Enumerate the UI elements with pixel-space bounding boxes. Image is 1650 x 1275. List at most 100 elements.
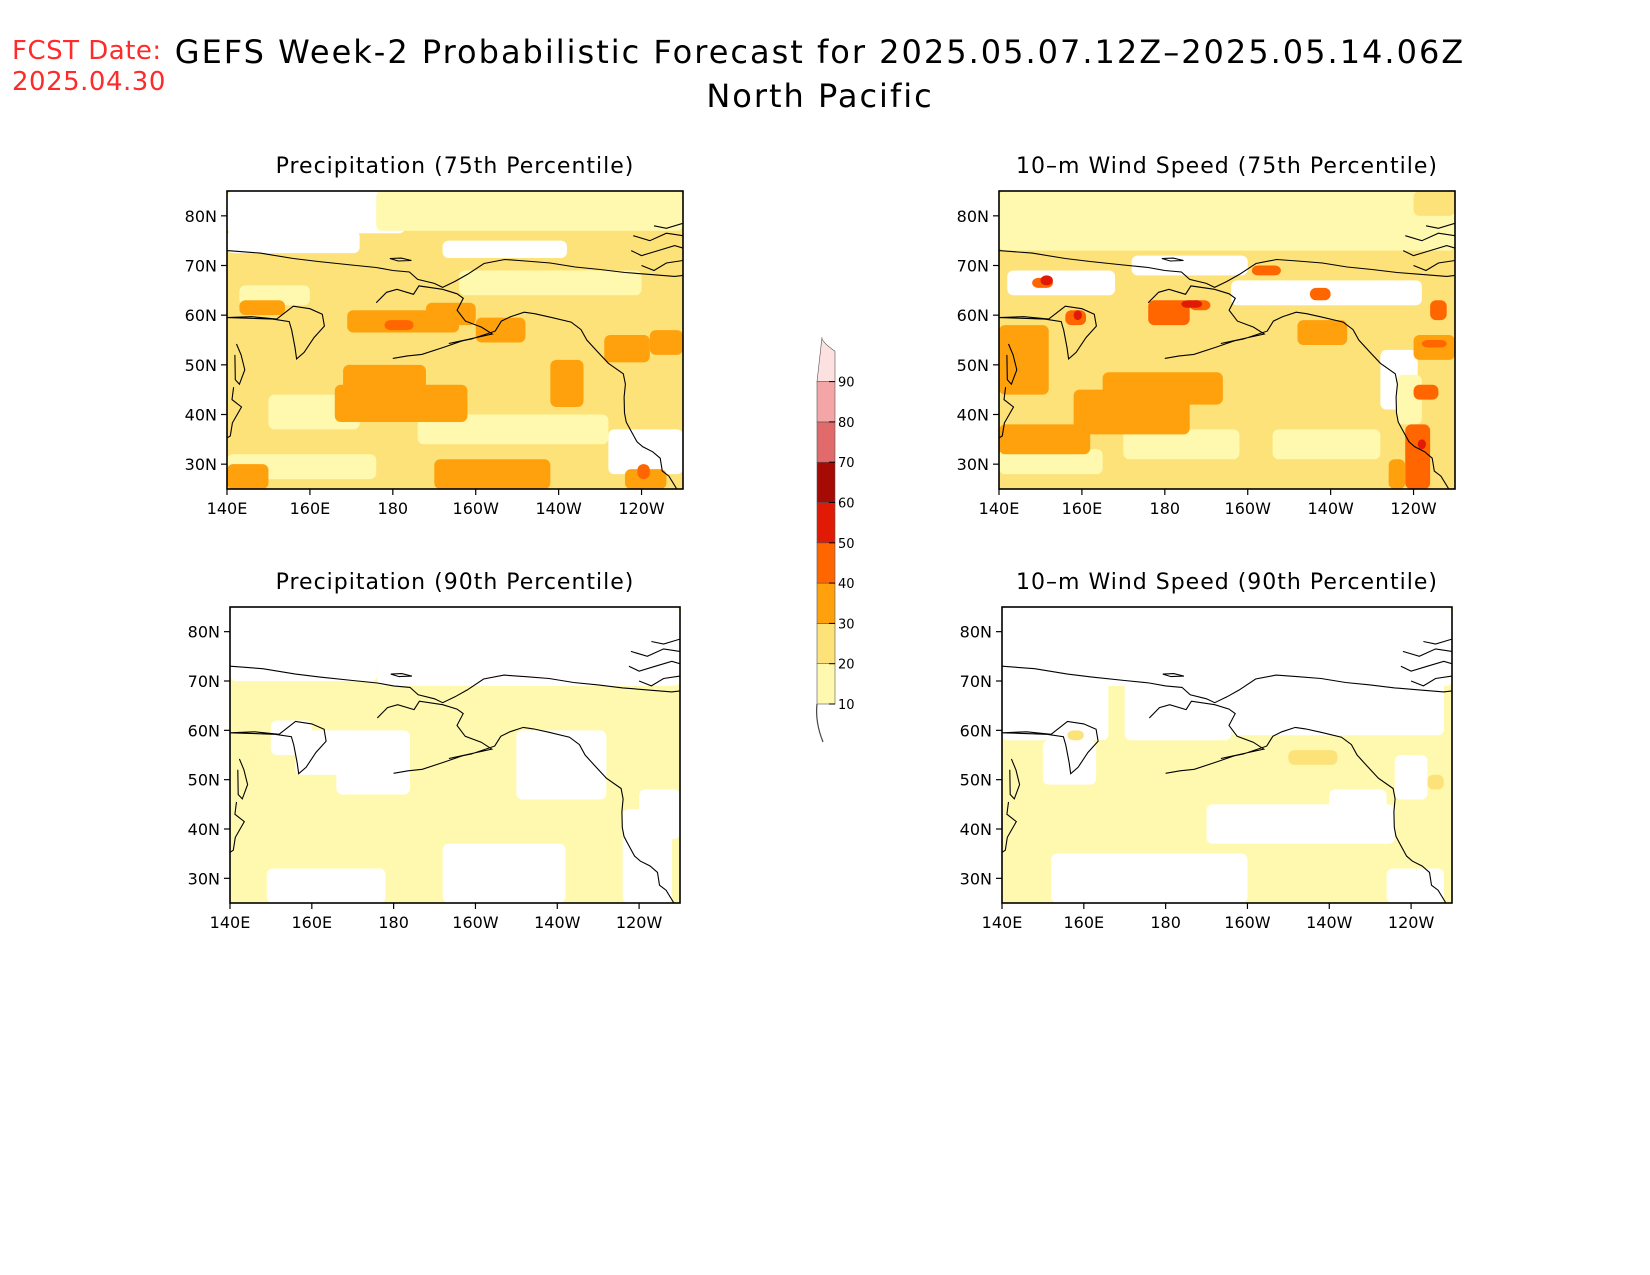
- colorbar-label: 30: [838, 617, 855, 632]
- field-patch: [550, 359, 584, 408]
- lon-label: 140W: [1306, 913, 1353, 932]
- field-patch: [1251, 265, 1281, 276]
- field-patch: [999, 325, 1049, 395]
- lat-label: 70N: [188, 672, 220, 691]
- coastline: [1402, 245, 1455, 257]
- coastline: [1425, 222, 1455, 229]
- lon-label: 140E: [979, 499, 1020, 518]
- lat-label: 30N: [960, 869, 992, 888]
- coastline: [630, 648, 680, 657]
- lon-label: 120W: [616, 913, 663, 932]
- coastline: [638, 675, 680, 687]
- field-patch: [1231, 681, 1444, 736]
- coastline: [651, 638, 680, 645]
- coastline: [390, 673, 413, 678]
- coastline: [376, 700, 675, 903]
- field-patch: [1051, 853, 1248, 903]
- field-patch: [999, 449, 1103, 475]
- lon-label: 180: [378, 913, 409, 932]
- field-patch: [1131, 255, 1248, 276]
- lon-label: 160W: [1225, 499, 1272, 518]
- field-patch: [1288, 750, 1338, 765]
- field-patch: [1396, 374, 1422, 425]
- lon-label: 180: [378, 499, 409, 518]
- field-patch: [1272, 429, 1381, 460]
- map-frame: [229, 606, 681, 904]
- lon-label: 120W: [618, 499, 665, 518]
- lat-label: 50N: [185, 356, 217, 375]
- panel-title: 10–m Wind Speed (75th Percentile): [1016, 154, 1438, 179]
- coastline: [1405, 232, 1455, 242]
- field-patch: [442, 240, 567, 259]
- field-patch: [227, 464, 269, 489]
- field-patch: [459, 270, 642, 296]
- field-patch: [230, 651, 378, 681]
- shaded-field: [999, 191, 1455, 489]
- lon-label: 160E: [1062, 499, 1103, 518]
- field-patch: [1329, 789, 1387, 834]
- map-panel-1: Precipitation (75th Percentile) 140E 160E 1…: [185, 154, 684, 518]
- panel-title: Precipitation (75th Percentile): [276, 154, 635, 179]
- field-patch: [1405, 424, 1431, 489]
- field-patch: [1073, 310, 1082, 321]
- field-patch: [1413, 191, 1455, 216]
- map-frame: [226, 190, 684, 490]
- colorbar-label: 10: [838, 698, 855, 713]
- colorbar-segment: [816, 663, 836, 705]
- colorbar-label: 90: [838, 376, 855, 391]
- field-patch: [1102, 372, 1223, 405]
- lon-label: 160W: [1224, 913, 1271, 932]
- lon-label: 180: [1150, 913, 1181, 932]
- colorbar-segment: [816, 542, 836, 584]
- map-frame: [1001, 606, 1453, 904]
- lon-label: 180: [1150, 499, 1181, 518]
- lon-label: 140W: [1307, 499, 1354, 518]
- coastline: [1002, 665, 1452, 704]
- colorbar-segment: [816, 421, 836, 463]
- field-patch: [1297, 320, 1348, 345]
- colorbar-label: 70: [838, 456, 855, 471]
- colorbar-label: 40: [838, 577, 855, 592]
- field-patch: [1430, 300, 1447, 321]
- coastline: [234, 343, 246, 386]
- lon-label: 160E: [291, 913, 332, 932]
- lat-label: 80N: [188, 623, 220, 642]
- field-patch: [475, 671, 640, 686]
- lat-label: 50N: [957, 356, 989, 375]
- lat-label: 50N: [188, 771, 220, 790]
- forecast-date-label: FCST Date:: [12, 36, 162, 66]
- lat-label: 50N: [960, 771, 992, 790]
- coastline: [1410, 675, 1452, 687]
- title-line-1: GEFS Week-2 Probabilistic Forecast for 2…: [174, 33, 1466, 71]
- field-patch: [442, 843, 566, 903]
- lon-label: 140W: [535, 499, 582, 518]
- field-patch: [1002, 607, 1452, 686]
- field-patch: [1181, 300, 1203, 308]
- lat-label: 60N: [957, 306, 989, 325]
- lon-label: 140E: [207, 499, 248, 518]
- lon-label: 160E: [290, 499, 331, 518]
- field-patch: [649, 330, 683, 355]
- coastline: [628, 660, 680, 672]
- coastline: [1148, 700, 1447, 903]
- field-patch: [1394, 755, 1428, 800]
- colorbar-segment: [816, 461, 836, 503]
- coastline: [653, 222, 683, 229]
- map-panel-2: 10–m Wind Speed (75th Percentile) 140E 160…: [957, 154, 1456, 518]
- field-patch: [227, 191, 406, 234]
- field-patch: [376, 191, 683, 231]
- lat-label: 60N: [185, 306, 217, 325]
- coastline: [230, 665, 680, 704]
- field-patch: [1417, 439, 1426, 450]
- panel-title: Precipitation (90th Percentile): [276, 570, 635, 595]
- field-patch: [1309, 287, 1331, 301]
- colorbar-segment: [816, 381, 836, 423]
- coastline: [1161, 257, 1184, 262]
- lon-label: 160W: [452, 913, 499, 932]
- field-patch: [999, 424, 1091, 455]
- lat-label: 40N: [185, 406, 217, 425]
- field-patch: [1123, 429, 1240, 460]
- title-line-2: North Pacific: [706, 77, 934, 115]
- lat-label: 30N: [957, 455, 989, 474]
